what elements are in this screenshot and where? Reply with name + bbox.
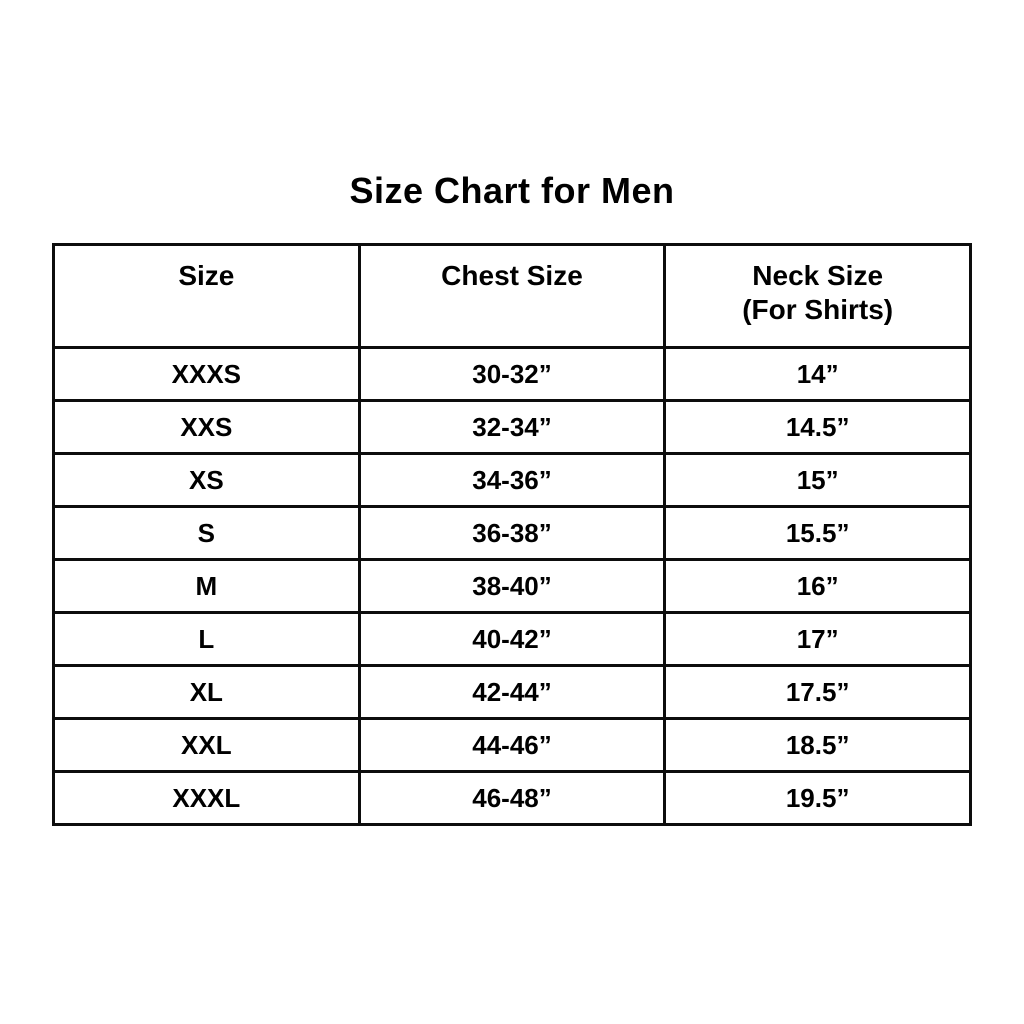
header-neck-line1: Neck Size (752, 260, 884, 291)
header-cell-neck: Neck Size (For Shirts) (663, 243, 972, 349)
table-row: XXL 44-46” 18.5” (52, 717, 972, 773)
cell-neck: 18.5” (663, 717, 972, 773)
cell-neck: 17” (663, 611, 972, 667)
cell-neck: 15.5” (663, 505, 972, 561)
table-row: XL 42-44” 17.5” (52, 664, 972, 720)
cell-chest: 44-46” (357, 717, 667, 773)
table-row: XXXL 46-48” 19.5” (52, 770, 972, 826)
size-table-body: XXXS 30-32” 14” XXS 32-34” 14.5” XS 34-36” 15” S 3… (52, 346, 972, 826)
cell-chest: 42-44” (357, 664, 667, 720)
cell-chest: 32-34” (357, 399, 667, 455)
table-row: L 40-42” 17” (52, 611, 972, 667)
size-chart-table: Size Chest Size Neck Size (For Shirts) X… (52, 243, 972, 826)
cell-chest: 30-32” (357, 346, 667, 402)
cell-chest: 36-38” (357, 505, 667, 561)
cell-neck: 17.5” (663, 664, 972, 720)
header-neck-line2: (For Shirts) (742, 294, 894, 325)
cell-neck: 16” (663, 558, 972, 614)
cell-size: XXL (52, 717, 361, 773)
cell-size: XXXS (52, 346, 361, 402)
cell-size: XS (52, 452, 361, 508)
table-header: Size Chest Size Neck Size (For Shirts) (52, 243, 972, 349)
header-row: Size Chest Size Neck Size (For Shirts) (52, 243, 972, 349)
cell-size: XXXL (52, 770, 361, 826)
table-row: S 36-38” 15.5” (52, 505, 972, 561)
cell-neck: 15” (663, 452, 972, 508)
table-row: XXS 32-34” 14.5” (52, 399, 972, 455)
cell-chest: 34-36” (357, 452, 667, 508)
cell-size: S (52, 505, 361, 561)
cell-size: M (52, 558, 361, 614)
header-cell-chest: Chest Size (357, 243, 667, 349)
table-row: M 38-40” 16” (52, 558, 972, 614)
page-title: Size Chart for Men (349, 170, 675, 211)
cell-chest: 40-42” (357, 611, 667, 667)
cell-size: L (52, 611, 361, 667)
header-cell-size: Size (52, 243, 361, 349)
cell-chest: 38-40” (357, 558, 667, 614)
cell-chest: 46-48” (357, 770, 667, 826)
cell-neck: 19.5” (663, 770, 972, 826)
table-row: XXXS 30-32” 14” (52, 346, 972, 402)
cell-size: XL (52, 664, 361, 720)
cell-neck: 14” (663, 346, 972, 402)
table-row: XS 34-36” 15” (52, 452, 972, 508)
cell-size: XXS (52, 399, 361, 455)
cell-neck: 14.5” (663, 399, 972, 455)
